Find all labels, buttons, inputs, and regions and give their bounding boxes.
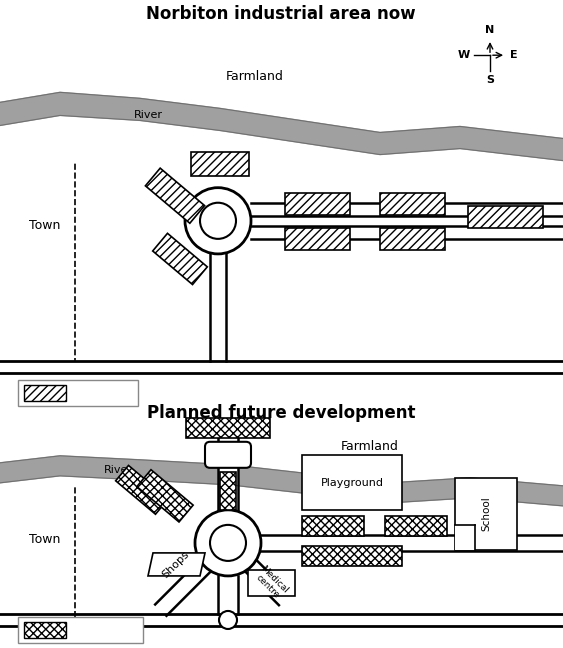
Polygon shape bbox=[148, 553, 205, 576]
Bar bbox=[24, 386, 66, 402]
Bar bbox=[18, 617, 143, 643]
Text: = Housing: = Housing bbox=[72, 623, 133, 636]
Text: Medical
centre: Medical centre bbox=[252, 564, 290, 602]
Text: School: School bbox=[481, 496, 491, 531]
FancyBboxPatch shape bbox=[205, 442, 251, 468]
Bar bbox=[137, 470, 193, 522]
Bar bbox=[385, 516, 447, 536]
Bar bbox=[186, 418, 270, 438]
Bar bbox=[302, 516, 364, 536]
Circle shape bbox=[210, 525, 246, 561]
Circle shape bbox=[195, 510, 261, 576]
Bar bbox=[18, 380, 138, 406]
Text: Shops: Shops bbox=[160, 550, 191, 581]
Bar bbox=[191, 152, 249, 176]
Circle shape bbox=[219, 611, 237, 629]
Text: Farmland: Farmland bbox=[341, 440, 399, 453]
Text: Norbiton industrial area now: Norbiton industrial area now bbox=[146, 5, 416, 23]
Bar bbox=[24, 622, 66, 638]
Text: River: River bbox=[104, 465, 132, 475]
Text: Farmland: Farmland bbox=[226, 70, 284, 84]
Bar bbox=[455, 525, 475, 550]
Text: W: W bbox=[458, 50, 470, 60]
Text: N: N bbox=[485, 25, 495, 35]
Bar bbox=[380, 192, 445, 214]
Bar bbox=[115, 465, 168, 515]
Bar bbox=[302, 455, 402, 510]
Bar bbox=[285, 228, 350, 250]
Bar bbox=[468, 206, 543, 228]
Circle shape bbox=[185, 188, 251, 254]
Text: = Factory: = Factory bbox=[72, 387, 128, 400]
Bar bbox=[285, 192, 350, 214]
Circle shape bbox=[200, 203, 236, 239]
Text: S: S bbox=[486, 75, 494, 86]
Text: Playground: Playground bbox=[320, 478, 383, 488]
Bar bbox=[455, 478, 517, 550]
Bar bbox=[145, 168, 204, 224]
Text: Town: Town bbox=[29, 219, 61, 233]
Text: Planned future development: Planned future development bbox=[147, 404, 415, 422]
Bar bbox=[220, 472, 236, 510]
Polygon shape bbox=[248, 570, 295, 596]
Bar bbox=[380, 228, 445, 250]
Text: E: E bbox=[510, 50, 517, 60]
Text: River: River bbox=[133, 110, 163, 121]
Bar bbox=[302, 546, 402, 566]
Bar bbox=[153, 233, 207, 284]
Text: Town: Town bbox=[29, 533, 61, 546]
